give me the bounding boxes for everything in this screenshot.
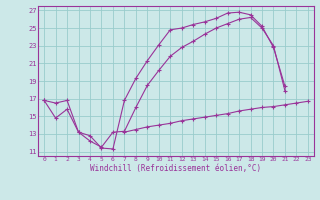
- X-axis label: Windchill (Refroidissement éolien,°C): Windchill (Refroidissement éolien,°C): [91, 164, 261, 173]
